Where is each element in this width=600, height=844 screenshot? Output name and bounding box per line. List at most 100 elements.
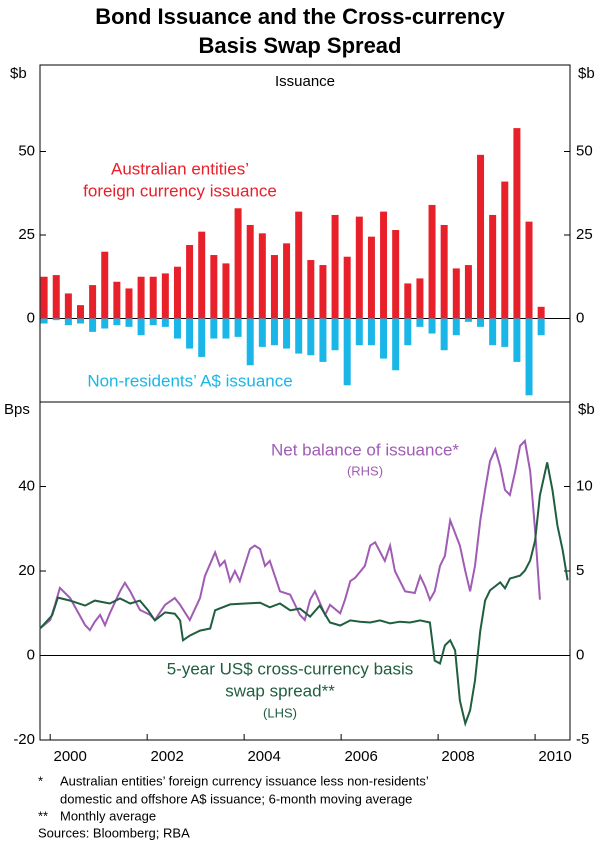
bar (222, 318, 230, 339)
series-label: (RHS) (347, 463, 383, 478)
bar (477, 154, 485, 319)
bar (307, 260, 315, 319)
bar (270, 255, 278, 319)
y-tick-label: 50 (18, 142, 35, 159)
y-axis-label: $b (10, 65, 27, 82)
bar (392, 229, 400, 319)
bar (404, 283, 412, 319)
bar (186, 245, 194, 319)
y2-tick-label: 50 (576, 142, 593, 159)
chart-title: Bond Issuance and the Cross-currency (95, 4, 505, 29)
bar (64, 318, 72, 326)
bar (367, 318, 375, 346)
bar (149, 318, 157, 326)
bar (173, 266, 181, 319)
bar (101, 251, 109, 319)
bar (76, 305, 84, 319)
series-label: foreign currency issuance (83, 181, 277, 200)
bar (40, 276, 48, 319)
x-tick-label: 2010 (538, 748, 571, 765)
note: Monthly average (60, 808, 156, 823)
bar (537, 318, 545, 336)
bar (464, 318, 472, 322)
bar (464, 265, 472, 319)
y-tick-label: -20 (13, 731, 35, 748)
y2-axis-label: $b (578, 65, 595, 82)
y2-tick-label: -5 (576, 731, 589, 748)
bar (331, 318, 339, 351)
bar (101, 318, 109, 329)
bar (525, 221, 533, 319)
y-tick-label: 20 (18, 562, 35, 579)
bar (113, 281, 121, 319)
y2-tick-label: 25 (576, 226, 593, 243)
x-tick-label: 2006 (344, 748, 377, 765)
bar (513, 128, 521, 319)
bar (501, 181, 509, 319)
bar (137, 276, 145, 319)
bar (258, 318, 266, 347)
bar (186, 318, 194, 349)
bar (404, 318, 412, 346)
y2-tick-label: 10 (576, 477, 593, 494)
series-label: 5-year US$ cross-currency basis (167, 659, 414, 678)
bar (367, 236, 375, 319)
note: Australian entities’ foreign currency is… (60, 773, 429, 788)
bar (198, 231, 206, 319)
bar (416, 278, 424, 319)
bar (343, 256, 351, 319)
bar (89, 285, 97, 319)
y2-tick-label: 5 (576, 562, 584, 579)
series-label: Australian entities’ (111, 159, 249, 178)
bar (161, 318, 169, 327)
note: domestic and offshore A$ issuance; 6-mon… (60, 791, 412, 806)
bar (246, 224, 254, 319)
bar (113, 318, 121, 326)
line (39, 438, 541, 632)
bar (295, 318, 303, 354)
bar (355, 318, 363, 346)
bar (270, 318, 278, 346)
bar (173, 318, 181, 339)
x-tick-label: 2000 (53, 748, 86, 765)
bar (246, 318, 254, 366)
bar (125, 318, 133, 327)
y2-tick-label: 0 (576, 309, 584, 326)
bar (319, 265, 327, 319)
bar (283, 243, 291, 319)
bar (283, 318, 291, 349)
bar (222, 263, 230, 319)
x-tick-label: 2008 (441, 748, 474, 765)
series-label: Net balance of issuance* (271, 440, 459, 459)
bar (380, 211, 388, 319)
bar (40, 318, 48, 324)
bar (198, 318, 206, 357)
bar (234, 208, 242, 319)
panel-title: Issuance (275, 73, 335, 90)
series-label: (LHS) (263, 705, 297, 720)
bar (307, 318, 315, 356)
y-axis-label: Bps (4, 401, 30, 418)
bar (501, 318, 509, 347)
bar (380, 318, 388, 359)
bar (416, 318, 424, 327)
bar (489, 318, 497, 346)
x-tick-label: 2004 (247, 748, 280, 765)
y2-axis-label: $b (578, 401, 595, 418)
bar (210, 318, 218, 339)
bar (137, 318, 145, 336)
bar (258, 233, 266, 319)
bar (234, 318, 242, 337)
bar (537, 306, 545, 319)
bar (428, 204, 436, 319)
bar (76, 318, 84, 324)
bar (161, 273, 169, 319)
bar (149, 276, 157, 319)
bar (440, 224, 448, 319)
bar (513, 318, 521, 362)
bar (125, 288, 133, 319)
bar (52, 275, 60, 319)
y-tick-label: 25 (18, 226, 35, 243)
bar (477, 318, 485, 327)
x-tick-label: 2002 (150, 748, 183, 765)
